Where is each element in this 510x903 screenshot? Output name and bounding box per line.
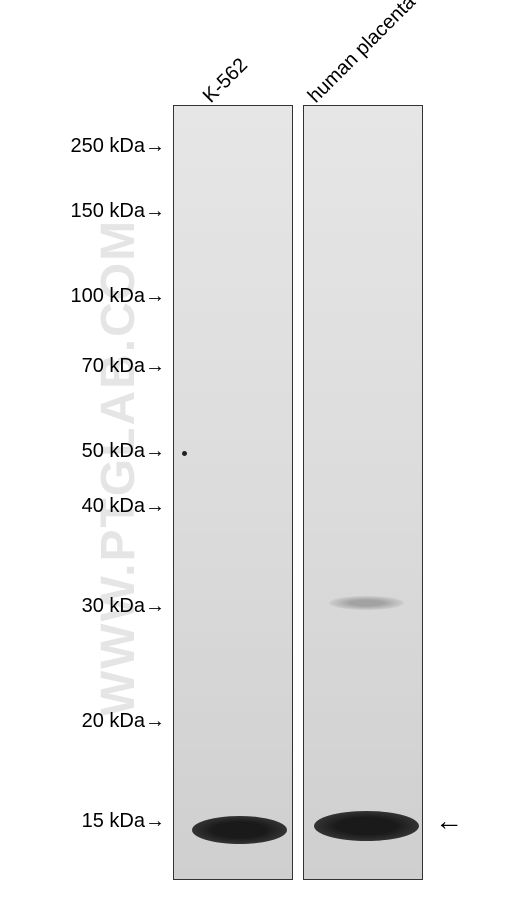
lane-1-band-15kda [192, 816, 287, 844]
lane-2-band-30kda-faint [329, 596, 404, 610]
mw-40: 40 kDa→ [82, 495, 165, 518]
lane-2-label: human placenta [304, 0, 421, 108]
lane-1-background [174, 106, 292, 879]
mw-20: 20 kDa→ [82, 710, 165, 733]
mw-15: 15 kDa→ [82, 810, 165, 833]
lane-2-band-15kda [314, 811, 419, 841]
mw-250: 250 kDa→ [71, 135, 166, 158]
western-blot-figure: WWW.PTGLAB.COM K-562 [0, 0, 510, 903]
mw-100: 100 kDa→ [71, 285, 166, 308]
lane-2-background [304, 106, 422, 879]
lane-2 [303, 105, 423, 880]
lane-1 [173, 105, 293, 880]
lane-1-speck [182, 451, 187, 456]
target-band-arrow-icon: ← [435, 805, 463, 837]
lane-1-label: K-562 [199, 54, 253, 108]
mw-30: 30 kDa→ [82, 595, 165, 618]
mw-70: 70 kDa→ [82, 355, 165, 378]
mw-150: 150 kDa→ [71, 200, 166, 223]
mw-50: 50 kDa→ [82, 440, 165, 463]
